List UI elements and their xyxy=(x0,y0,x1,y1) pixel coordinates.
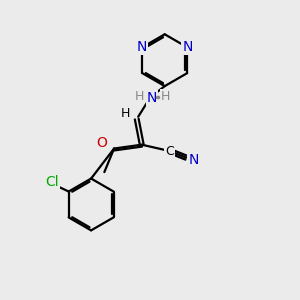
Text: N: N xyxy=(182,40,193,54)
Text: N: N xyxy=(188,153,199,167)
Text: N: N xyxy=(137,40,147,54)
Text: Cl: Cl xyxy=(45,175,59,189)
Text: N: N xyxy=(147,91,157,105)
Text: H: H xyxy=(161,91,170,103)
Text: H: H xyxy=(121,107,130,120)
Text: H: H xyxy=(135,90,144,103)
Text: C: C xyxy=(165,145,173,158)
Text: O: O xyxy=(96,136,107,150)
